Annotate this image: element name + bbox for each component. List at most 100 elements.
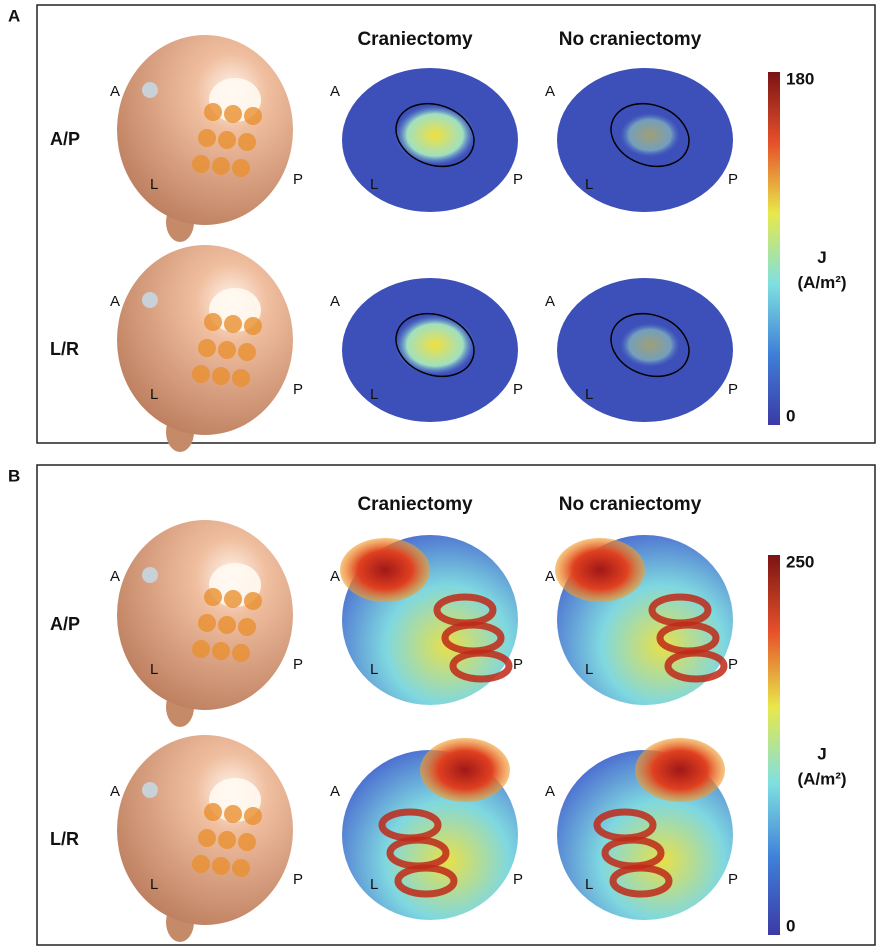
- orientation-label: L: [150, 176, 158, 193]
- orientation-label: A: [330, 83, 340, 100]
- electrode: [224, 105, 242, 123]
- orientation-label: A: [545, 783, 555, 800]
- electrode: [198, 339, 216, 357]
- orientation-label: A: [110, 783, 120, 800]
- electrode: [204, 803, 222, 821]
- electrode: [218, 341, 236, 359]
- orientation-label: A: [330, 783, 340, 800]
- orientation-label: A: [545, 568, 555, 585]
- row-label: A/P: [50, 129, 80, 149]
- panel-label: A: [8, 6, 20, 25]
- row-label: A/P: [50, 614, 80, 634]
- orientation-label: P: [728, 656, 738, 673]
- electrode: [224, 805, 242, 823]
- orientation-label: P: [728, 871, 738, 888]
- electrode: [192, 365, 210, 383]
- panel-frame: [36, 464, 876, 946]
- electrode: [232, 859, 250, 877]
- orientation-label: P: [293, 656, 303, 673]
- electrode: [198, 829, 216, 847]
- colorbar-max: 250: [786, 552, 814, 571]
- electrode: [204, 313, 222, 331]
- electrode: [244, 592, 262, 610]
- electrode: [192, 855, 210, 873]
- electrode: [244, 317, 262, 335]
- electrode: [142, 292, 158, 308]
- hot-region: [420, 738, 510, 802]
- orientation-label: P: [728, 171, 738, 188]
- colorbar-title: J: [817, 248, 826, 267]
- panel-label: B: [8, 466, 20, 485]
- electrode: [212, 642, 230, 660]
- hot-region: [635, 738, 725, 802]
- orientation-label: L: [370, 386, 378, 403]
- colorbar-min: 0: [786, 916, 795, 935]
- colorbar: [768, 555, 780, 935]
- orientation-label: L: [585, 876, 593, 893]
- craniectomy-outline: [610, 312, 690, 378]
- electrode: [238, 618, 256, 636]
- electrode: [232, 369, 250, 387]
- orientation-label: A: [330, 568, 340, 585]
- orientation-label: A: [110, 568, 120, 585]
- orientation-label: L: [585, 176, 593, 193]
- electrode-ring: [609, 864, 673, 898]
- electrode: [244, 107, 262, 125]
- colorbar: [768, 72, 780, 425]
- orientation-label: P: [728, 381, 738, 398]
- column-header: Craniectomy: [357, 494, 473, 515]
- orientation-label: P: [293, 871, 303, 888]
- column-header: No craniectomy: [559, 494, 702, 515]
- craniectomy-outline: [610, 102, 690, 168]
- electrode: [198, 129, 216, 147]
- electrode: [238, 133, 256, 151]
- colorbar-min: 0: [786, 406, 795, 425]
- orientation-label: P: [293, 381, 303, 398]
- orientation-label: L: [370, 661, 378, 678]
- orientation-label: L: [150, 661, 158, 678]
- colorbar-unit: (A/m²): [797, 769, 846, 788]
- orientation-label: P: [513, 381, 523, 398]
- craniectomy-outline: [395, 312, 475, 378]
- electrode: [204, 103, 222, 121]
- orientation-label: L: [150, 876, 158, 893]
- orientation-label: L: [150, 386, 158, 403]
- electrode-ring: [449, 649, 513, 683]
- orientation-label: A: [330, 293, 340, 310]
- electrode: [224, 315, 242, 333]
- column-header: Craniectomy: [357, 29, 473, 50]
- electrode: [218, 131, 236, 149]
- electrode: [244, 807, 262, 825]
- orientation-label: A: [110, 83, 120, 100]
- electrode: [232, 644, 250, 662]
- electrode: [204, 588, 222, 606]
- current-patch: [620, 113, 680, 157]
- orientation-label: P: [513, 171, 523, 188]
- row-label: L/R: [50, 339, 79, 359]
- hot-region: [340, 538, 430, 602]
- electrode: [218, 616, 236, 634]
- orientation-label: P: [293, 171, 303, 188]
- orientation-label: P: [513, 656, 523, 673]
- current-patch: [620, 323, 680, 367]
- electrode: [142, 567, 158, 583]
- electrode: [142, 82, 158, 98]
- orientation-label: L: [585, 661, 593, 678]
- colorbar-max: 180: [786, 69, 814, 88]
- electrode-ring: [394, 864, 458, 898]
- current-patch: [395, 315, 475, 375]
- electrode: [212, 367, 230, 385]
- column-header: No craniectomy: [559, 29, 702, 50]
- electrode: [238, 833, 256, 851]
- orientation-label: L: [370, 876, 378, 893]
- electrode: [218, 831, 236, 849]
- colorbar-unit: (A/m²): [797, 273, 846, 292]
- row-label: L/R: [50, 829, 79, 849]
- orientation-label: L: [370, 176, 378, 193]
- panel-frame: [36, 4, 876, 444]
- colorbar-title: J: [817, 744, 826, 763]
- orientation-label: A: [110, 293, 120, 310]
- electrode: [142, 782, 158, 798]
- electrode: [238, 343, 256, 361]
- orientation-label: A: [545, 83, 555, 100]
